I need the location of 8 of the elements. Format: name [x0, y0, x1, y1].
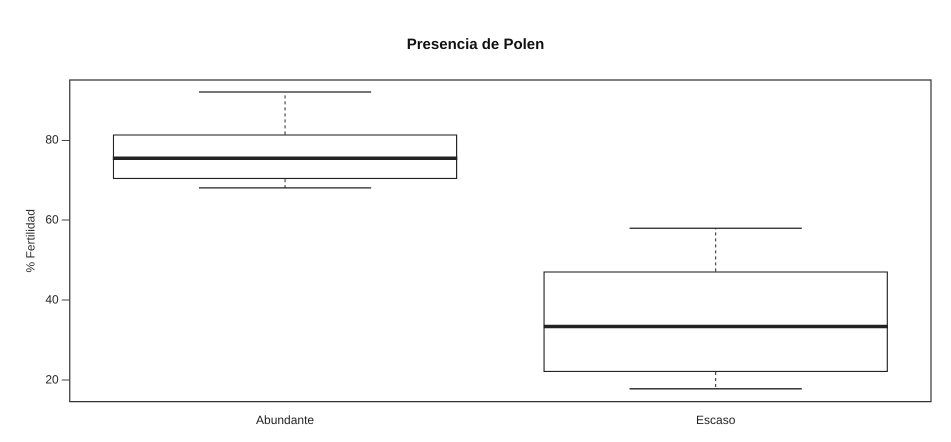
chart-title: Presencia de Polen — [406, 36, 544, 54]
y-tick-label: 80 — [45, 132, 60, 147]
y-tick-label: 60 — [45, 212, 60, 227]
y-tick-label: 40 — [45, 292, 60, 306]
y-tick-label: 20 — [45, 372, 60, 386]
x-tick-label: Escaso — [696, 413, 736, 428]
y-axis-title: % Fertilidad — [24, 209, 38, 272]
x-tick-label: Abundante — [256, 413, 314, 428]
